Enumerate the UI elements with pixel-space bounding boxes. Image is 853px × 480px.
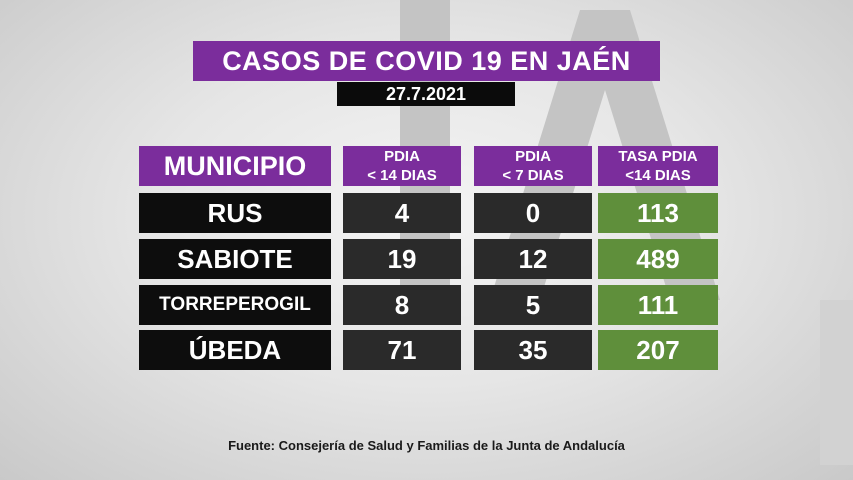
table-row-pdia-14: 4: [343, 193, 461, 233]
header-tasa-pdia: TASA PDIA <14 DIAS: [598, 146, 718, 186]
header-pdia-14: PDIA < 14 DIAS: [343, 146, 461, 186]
table-row-tasa: 111: [598, 285, 718, 325]
header-tasa-line2: <14 DIAS: [625, 167, 691, 184]
header-pdia-7: PDIA < 7 DIAS: [474, 146, 592, 186]
table-row-pdia-7: 5: [474, 285, 592, 325]
header-municipio: MUNICIPIO: [139, 146, 331, 186]
header-pdia-14-line1: PDIA: [384, 148, 420, 165]
table-row-pdia-7: 0: [474, 193, 592, 233]
table-row-tasa: 207: [598, 330, 718, 370]
table-row-pdia-7: 35: [474, 330, 592, 370]
table-row-municipio: ÚBEDA: [139, 330, 331, 370]
table-row-pdia-14: 19: [343, 239, 461, 279]
header-pdia-7-line1: PDIA: [515, 148, 551, 165]
table-row-municipio: TORREPEROGIL: [139, 285, 331, 325]
table-row-municipio: RUS: [139, 193, 331, 233]
table-row-pdia-7: 12: [474, 239, 592, 279]
table-row-tasa: 113: [598, 193, 718, 233]
report-date: 27.7.2021: [337, 82, 515, 106]
table-row-pdia-14: 8: [343, 285, 461, 325]
table-row-pdia-14: 71: [343, 330, 461, 370]
table-row-municipio: SABIOTE: [139, 239, 331, 279]
table-row-tasa: 489: [598, 239, 718, 279]
background-panel: [820, 300, 853, 465]
header-pdia-14-line2: < 14 DIAS: [367, 167, 437, 184]
header-tasa-line1: TASA PDIA: [618, 148, 698, 165]
page-title: CASOS DE COVID 19 EN JAÉN: [193, 41, 660, 81]
header-pdia-7-line2: < 7 DIAS: [502, 167, 564, 184]
source-note: Fuente: Consejería de Salud y Familias d…: [228, 438, 625, 453]
